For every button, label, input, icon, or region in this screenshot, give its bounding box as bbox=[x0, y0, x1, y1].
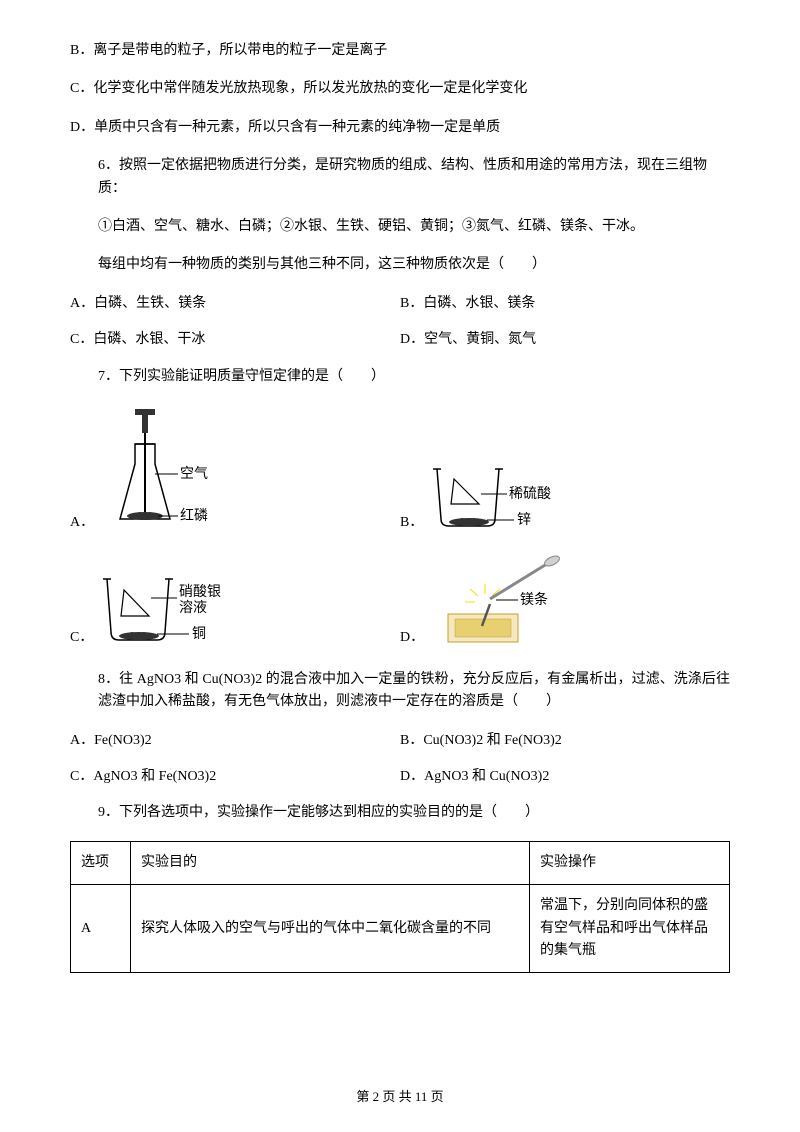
q7-label-c: C． bbox=[70, 627, 93, 649]
q8-option-b: B．Cu(NO3)2 和 Fe(NO3)2 bbox=[400, 730, 730, 752]
table-row: A 探究人体吸入的空气与呼出的气体中二氧化碳含量的不同 常温下，分别向同体积的盛… bbox=[71, 885, 730, 973]
q5-option-c: C．化学变化中常伴随发光放热现象，所以发光放热的变化一定是化学变化 bbox=[70, 78, 730, 100]
svg-text:溶液: 溶液 bbox=[179, 600, 207, 616]
q7-stem: 7．下列实验能证明质量守恒定律的是（ ） bbox=[70, 366, 730, 388]
q9-header-c1: 选项 bbox=[71, 841, 131, 884]
q6-line3: 每组中均有一种物质的类别与其他三种不同，这三种物质依次是（ ） bbox=[70, 254, 730, 276]
q6-line2: ①白酒、空气、糖水、白磷；②水银、生铁、硬铝、黄铜；③氮气、红磷、镁条、干冰。 bbox=[70, 216, 730, 238]
q7-label-b: B． bbox=[400, 512, 423, 534]
q6-option-a: A．白磷、生铁、镁条 bbox=[70, 293, 400, 315]
svg-text:硝酸银: 硝酸银 bbox=[179, 584, 221, 600]
q7-diagram-b: 稀硫酸 锌 bbox=[429, 454, 569, 534]
q9-header-c3: 实验操作 bbox=[530, 841, 730, 884]
table-row: 选项 实验目的 实验操作 bbox=[71, 841, 730, 884]
svg-text:铜: 铜 bbox=[192, 626, 206, 642]
q9-header-c2: 实验目的 bbox=[131, 841, 530, 884]
q8-stem: 8．往 AgNO3 和 Cu(NO3)2 的混合液中加入一定量的铁粉，充分反应后… bbox=[70, 669, 730, 714]
q5-option-d: D．单质中只含有一种元素，所以只含有一种元素的纯净物一定是单质 bbox=[70, 117, 730, 139]
svg-text:锌: 锌 bbox=[517, 512, 531, 528]
q8-option-c: C．AgNO3 和 Fe(NO3)2 bbox=[70, 766, 400, 788]
svg-text:镁条: 镁条 bbox=[520, 591, 548, 608]
q9-stem: 9．下列各选项中，实验操作一定能够达到相应的实验目的的是（ ） bbox=[70, 802, 730, 824]
q7-label-a: A． bbox=[70, 512, 94, 534]
q9-table: 选项 实验目的 实验操作 A 探究人体吸入的空气与呼出的气体中二氧化碳含量的不同… bbox=[70, 841, 730, 974]
q7-label-d: D． bbox=[400, 627, 424, 649]
svg-text:稀硫酸: 稀硫酸 bbox=[509, 486, 551, 502]
q9-a-c2: 探究人体吸入的空气与呼出的气体中二氧化碳含量的不同 bbox=[131, 885, 530, 973]
q7-diagram-d: 镁条 bbox=[430, 554, 590, 649]
svg-text:红磷: 红磷 bbox=[180, 508, 208, 524]
q6-option-c: C．白磷、水银、干冰 bbox=[70, 329, 400, 351]
q7-diagram-a: 空气 红磷 bbox=[100, 404, 230, 534]
svg-text:空气: 空气 bbox=[180, 466, 208, 482]
q6-stem: 6．按照一定依据把物质进行分类，是研究物质的组成、结构、性质和用途的常用方法，现… bbox=[70, 155, 730, 200]
q8-option-a: A．Fe(NO3)2 bbox=[70, 730, 400, 752]
q7-diagram-c: 硝酸银 溶液 铜 bbox=[99, 564, 249, 649]
q8-option-d: D．AgNO3 和 Cu(NO3)2 bbox=[400, 766, 730, 788]
page-footer: 第 2 页 共 11 页 bbox=[0, 1087, 800, 1108]
q6-option-d: D．空气、黄铜、氮气 bbox=[400, 329, 730, 351]
q9-a-c3: 常温下，分别向同体积的盛有空气样品和呼出气体样品的集气瓶 bbox=[530, 885, 730, 973]
q6-option-b: B．白磷、水银、镁条 bbox=[400, 293, 730, 315]
q9-a-c1: A bbox=[71, 885, 131, 973]
q5-option-b: B．离子是带电的粒子，所以带电的粒子一定是离子 bbox=[70, 40, 730, 62]
